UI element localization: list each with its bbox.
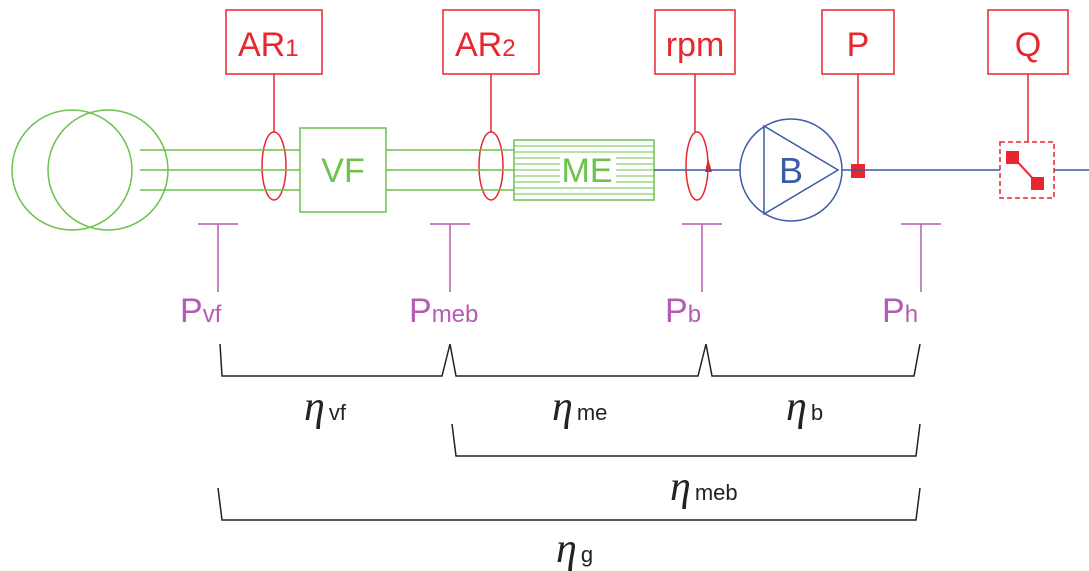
electric-motor: ME: [513, 139, 655, 201]
current-clamp-2: [478, 131, 504, 201]
supply-lines: [140, 149, 300, 191]
svg-text:ηme: η me: [552, 384, 607, 430]
eta-vf-symbol: η: [304, 384, 325, 430]
power-ph-sub: h: [905, 301, 918, 328]
eta-meb-sub: meb: [695, 480, 738, 505]
electric-motor-label: ME: [562, 152, 613, 190]
current-clamp-1: [261, 131, 287, 201]
pump-label: B: [779, 150, 803, 191]
power-marker-pmeb: [430, 223, 470, 292]
eta-me-sub: me: [577, 400, 608, 425]
power-pvf-sub: vf: [203, 301, 222, 328]
tachometer-ring: [685, 131, 709, 201]
svg-text:Pb: Pb: [665, 292, 701, 330]
sensor-ar1-label: AR: [238, 26, 285, 64]
svg-text:AR2: AR2: [455, 26, 516, 64]
flow-meter-icon: [999, 141, 1055, 199]
power-pb-label: P: [665, 292, 688, 330]
power-marker-pvf: [198, 223, 238, 292]
pump: B: [739, 118, 843, 222]
pressure-tap-icon: [851, 164, 865, 178]
sensor-ar2-label: AR: [455, 26, 502, 64]
power-pmeb-sub: meb: [432, 301, 479, 328]
svg-text:ηb: ηb: [786, 384, 823, 430]
power-ph-label: P: [882, 292, 905, 330]
power-marker-ph: [901, 223, 941, 292]
eta-g-symbol: η: [556, 526, 577, 571]
vf-drive-label: VF: [321, 152, 364, 190]
sensor-p-label: P: [847, 26, 870, 64]
svg-text:AR1: AR1: [238, 26, 299, 64]
bracket-eta-g: [217, 487, 921, 521]
efficiency-brackets: [217, 343, 921, 521]
power-pmeb-label: P: [409, 292, 432, 330]
svg-text:Pmeb: Pmeb: [409, 292, 478, 330]
bracket-eta-me: [449, 343, 707, 377]
pump-impeller-icon: [763, 124, 840, 216]
sensor-ar1: AR1: [225, 9, 323, 201]
sensor-rpm: rpm: [654, 9, 736, 201]
eta-me-symbol: η: [552, 384, 573, 430]
sensor-ar2: AR2: [442, 9, 540, 201]
bracket-eta-meb: [451, 423, 921, 457]
eta-b-sub: b: [811, 400, 823, 425]
svg-text:ηg: ηg: [556, 526, 593, 571]
sensor-ar2-sub: 2: [502, 35, 515, 62]
bracket-eta-vf: [219, 343, 451, 377]
eta-vf-sub: vf: [329, 400, 347, 425]
eta-b-symbol: η: [786, 384, 807, 430]
vf-drive: VF: [299, 127, 387, 213]
bracket-eta-b: [705, 343, 921, 377]
sensor-ar1-sub: 1: [285, 35, 298, 62]
power-pvf-label: P: [180, 292, 203, 330]
sensor-q: Q: [987, 9, 1069, 142]
eta-g-sub: g: [581, 542, 593, 567]
svg-text:Pvf: Pvf: [180, 292, 222, 330]
rotation-arrow-icon: [705, 158, 712, 172]
sensor-rpm-label: rpm: [666, 26, 725, 64]
svg-text:Ph: Ph: [882, 292, 918, 330]
power-marker-pb: [682, 223, 722, 292]
power-pb-sub: b: [688, 301, 701, 328]
eta-meb-symbol: η: [670, 464, 691, 510]
svg-text:ηvf: η vf: [304, 384, 347, 430]
sensor-q-label: Q: [1015, 26, 1041, 64]
sensor-p: P: [821, 9, 895, 178]
motor-feed-lines: [386, 149, 514, 191]
